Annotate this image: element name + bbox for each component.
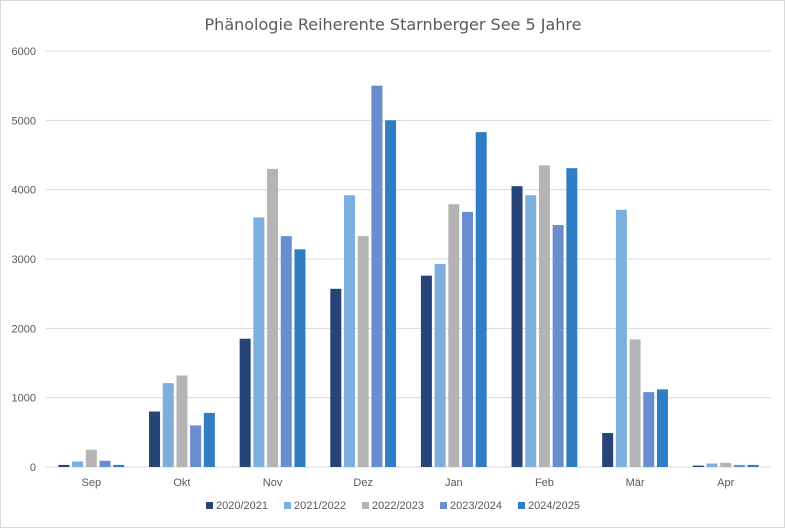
legend-swatch <box>440 502 447 509</box>
bar-dez-2024-2025 <box>385 120 397 467</box>
bar-sep-2020-2021 <box>58 464 70 467</box>
bar-jan-2022-2023 <box>448 204 460 467</box>
bar-okt-2020-2021 <box>149 411 161 467</box>
bar-apr-2020-2021 <box>692 465 704 467</box>
bar-sep-2022-2023 <box>85 449 97 467</box>
y-tick-label: 5000 <box>12 115 36 127</box>
legend-label: 2023/2024 <box>450 500 502 512</box>
x-tick-label: Jan <box>445 477 463 489</box>
bar-mär-2021-2022 <box>615 209 627 468</box>
bar-okt-2022-2023 <box>176 375 188 467</box>
bar-okt-2024-2025 <box>203 412 215 467</box>
bar-feb-2023-2024 <box>552 225 564 467</box>
legend-swatch <box>206 502 213 509</box>
bar-mär-2022-2023 <box>629 339 641 467</box>
bar-apr-2021-2022 <box>706 463 718 467</box>
bar-dez-2022-2023 <box>357 236 369 467</box>
y-tick-label: 1000 <box>12 393 36 405</box>
x-tick-label: Mär <box>626 477 645 489</box>
x-tick-label: Nov <box>263 477 283 489</box>
bar-feb-2020-2021 <box>511 186 523 467</box>
bar-dez-2020-2021 <box>330 288 342 467</box>
bar-apr-2024-2025 <box>747 464 759 467</box>
y-tick-label: 3000 <box>12 254 36 266</box>
bar-sep-2024-2025 <box>113 464 125 467</box>
bar-jan-2023-2024 <box>462 211 474 467</box>
bar-dez-2021-2022 <box>343 195 355 468</box>
legend-label: 2021/2022 <box>294 500 346 512</box>
legend-label: 2024/2025 <box>528 500 580 512</box>
legend-swatch <box>518 502 525 509</box>
bar-dez-2023-2024 <box>371 85 383 468</box>
x-tick-label: Apr <box>717 477 734 489</box>
bar-nov-2020-2021 <box>239 338 251 467</box>
x-tick-label: Dez <box>353 477 373 489</box>
bar-apr-2023-2024 <box>733 464 745 467</box>
bar-nov-2021-2022 <box>253 217 265 467</box>
bar-mär-2023-2024 <box>643 392 655 467</box>
bar-sep-2023-2024 <box>99 460 111 467</box>
bar-feb-2024-2025 <box>566 168 578 467</box>
bar-nov-2022-2023 <box>267 168 279 467</box>
bar-feb-2022-2023 <box>538 165 550 467</box>
x-tick-label: Sep <box>82 477 102 489</box>
chart-title: Phänologie Reiherente Starnberger See 5 … <box>205 15 582 34</box>
bar-jan-2021-2022 <box>434 263 446 467</box>
bar-okt-2021-2022 <box>162 383 174 467</box>
bar-nov-2024-2025 <box>294 249 306 467</box>
bar-apr-2022-2023 <box>720 462 732 467</box>
bar-jan-2020-2021 <box>420 275 432 467</box>
legend-swatch <box>284 502 291 509</box>
bar-mär-2020-2021 <box>602 433 614 467</box>
x-tick-label: Feb <box>535 477 554 489</box>
bar-nov-2023-2024 <box>280 236 292 467</box>
bar-okt-2023-2024 <box>190 425 202 467</box>
y-tick-label: 4000 <box>12 185 36 197</box>
legend-swatch <box>362 502 369 509</box>
legend-label: 2022/2023 <box>372 500 424 512</box>
bar-sep-2021-2022 <box>72 461 84 467</box>
x-tick-label: Okt <box>173 477 190 489</box>
bar-mär-2024-2025 <box>656 389 668 467</box>
bar-feb-2021-2022 <box>525 195 537 468</box>
y-tick-label: 2000 <box>12 323 36 335</box>
bar-jan-2024-2025 <box>475 132 487 467</box>
legend-label: 2020/2021 <box>216 500 268 512</box>
y-tick-label: 0 <box>30 462 36 474</box>
y-tick-label: 6000 <box>12 46 36 58</box>
